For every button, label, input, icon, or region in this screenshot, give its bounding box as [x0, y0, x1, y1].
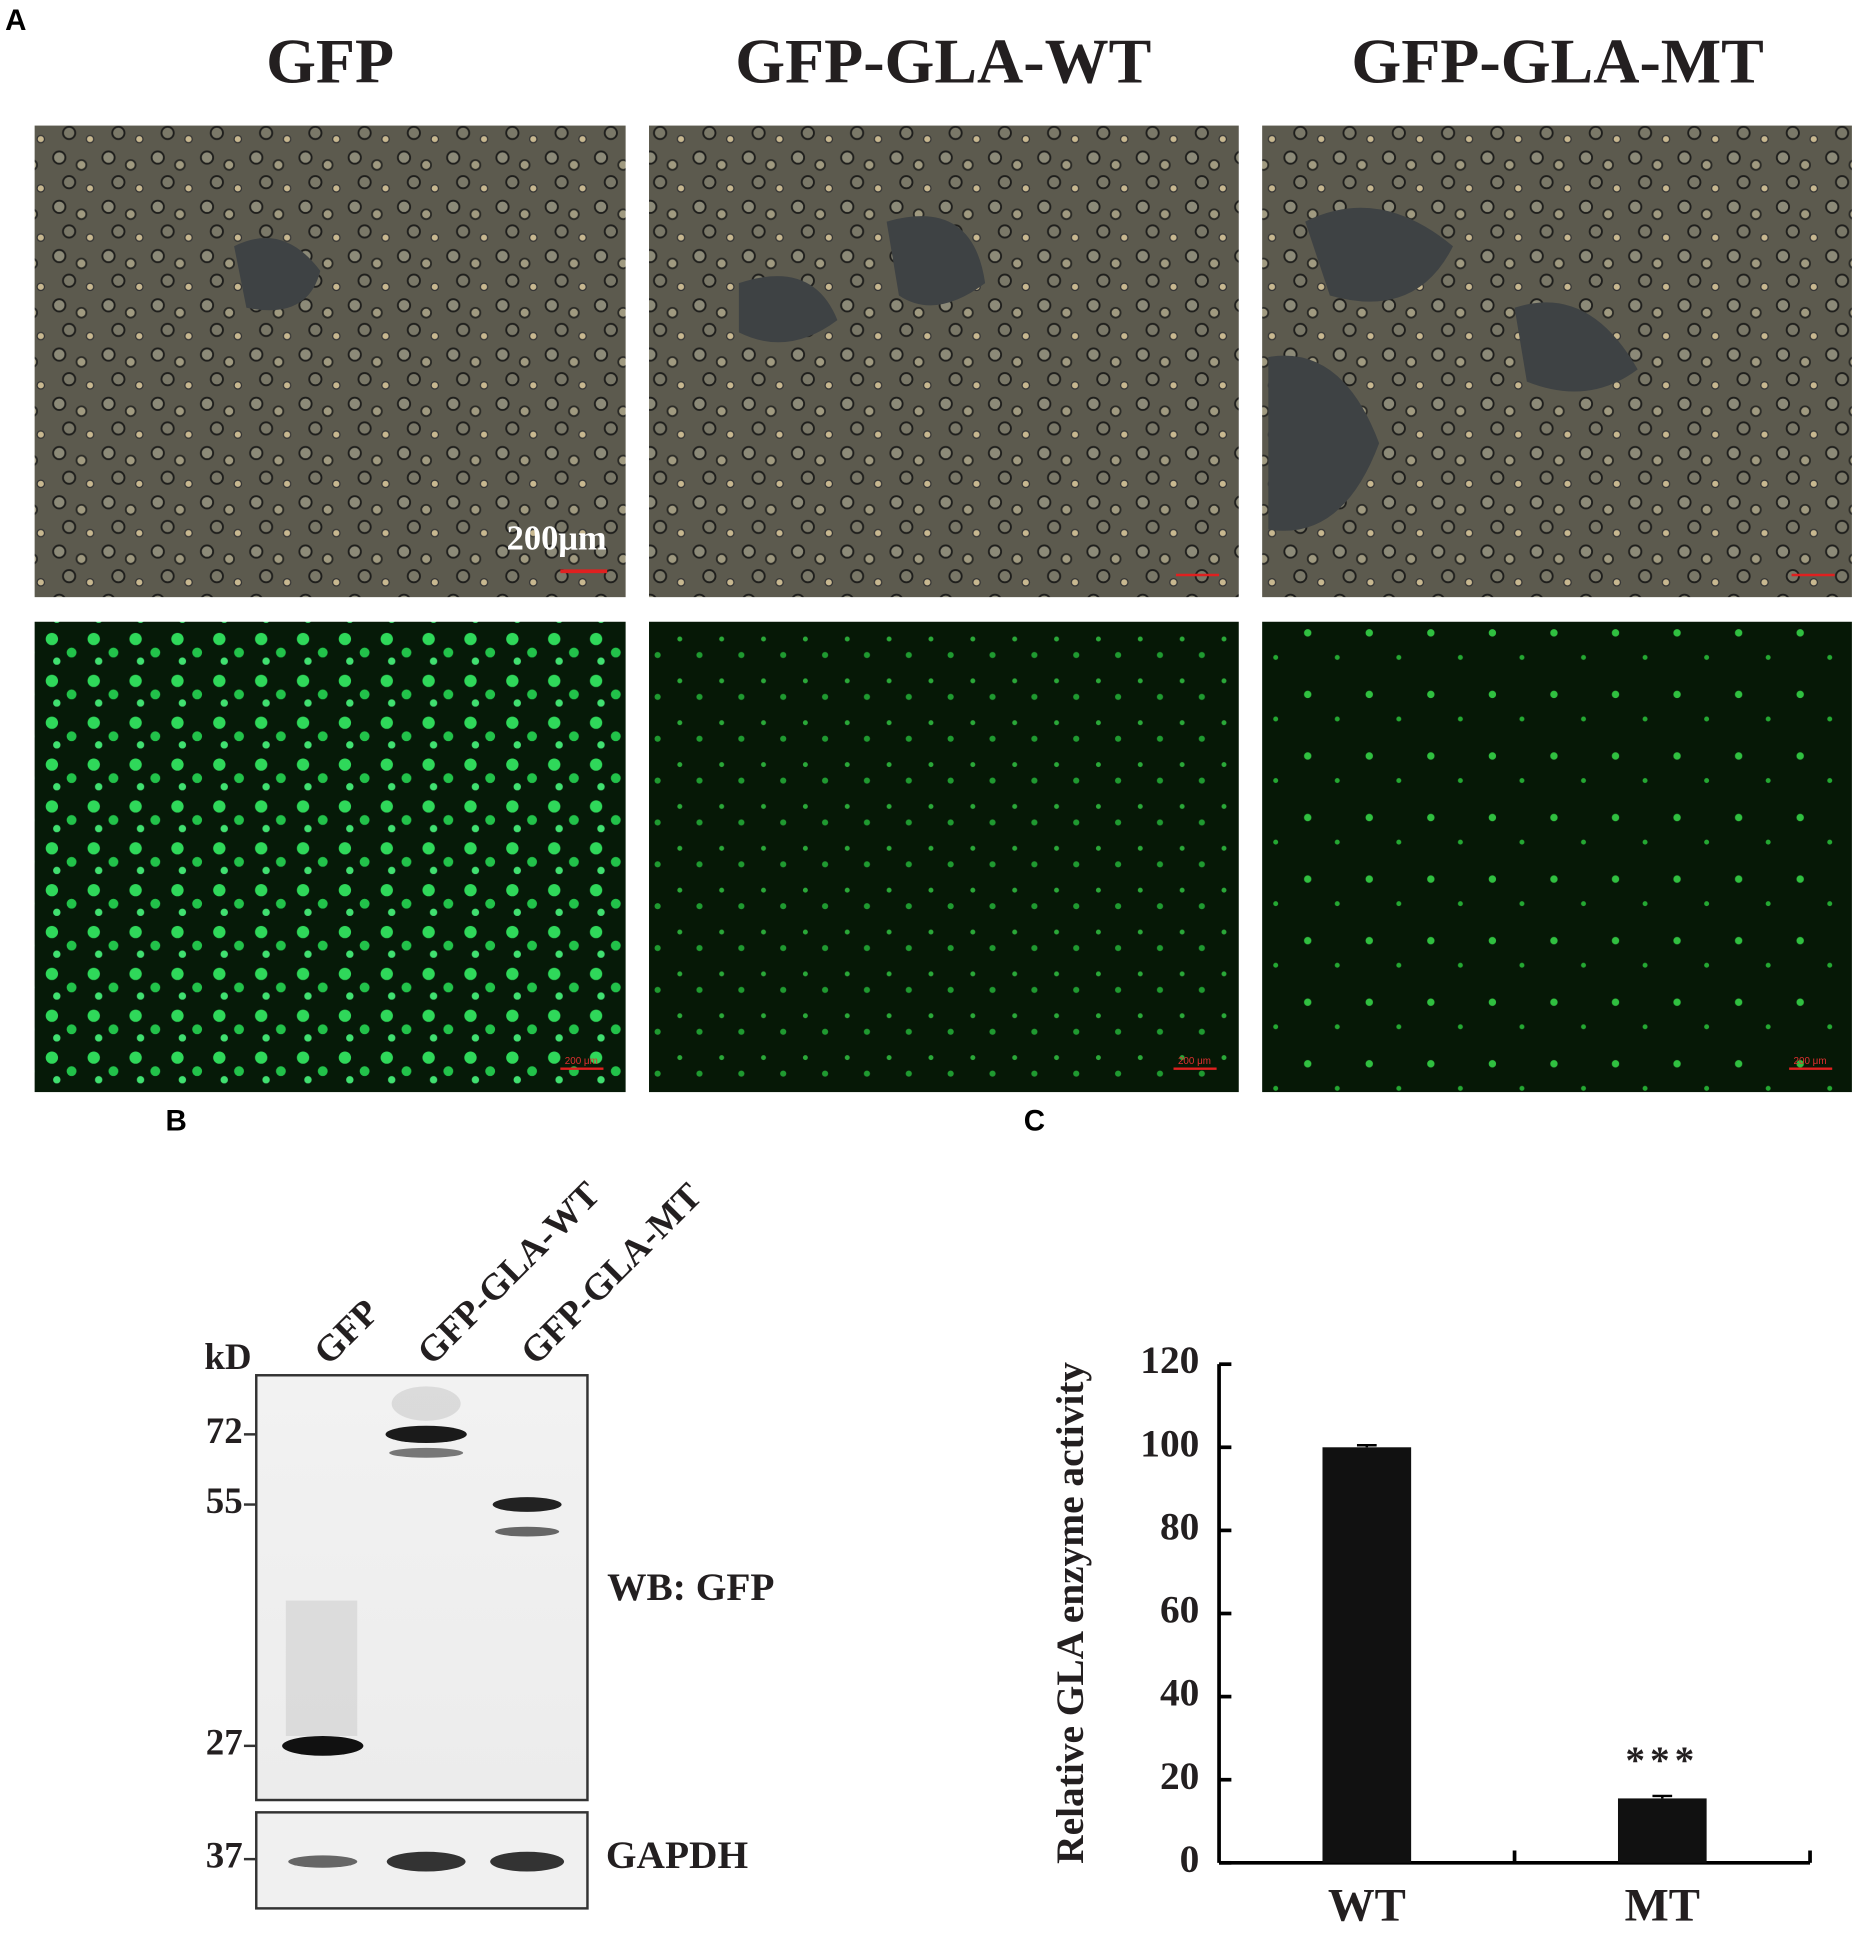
- lane-label: GFP-GLA-MT: [512, 1175, 709, 1372]
- x-tick-label: WT: [1328, 1879, 1406, 1931]
- empty-area: [234, 207, 1638, 531]
- y-axis-label: Relative GLA enzyme activity: [1048, 1362, 1092, 1864]
- y-tick-label: 80: [1160, 1504, 1199, 1548]
- panel-label: A: [5, 4, 26, 37]
- marker-label: 27: [206, 1721, 243, 1762]
- fluorescence-image: [34, 621, 626, 1093]
- significance: ***: [1625, 1738, 1699, 1782]
- panel-label: B: [166, 1105, 187, 1138]
- unit-label: kD: [204, 1336, 251, 1377]
- bar: [1617, 1798, 1707, 1863]
- lane-label: GFP: [305, 1291, 386, 1372]
- band: [492, 1497, 562, 1512]
- panel-title: GFP-GLA-WT: [735, 25, 1151, 96]
- y-tick-label: 60: [1160, 1588, 1199, 1632]
- band: [288, 1855, 358, 1868]
- panel-title: GFP-GLA-MT: [1351, 25, 1763, 96]
- marker-label: 37: [206, 1835, 243, 1876]
- band: [389, 1447, 464, 1458]
- blot-label: GAPDH: [606, 1833, 748, 1877]
- band: [282, 1736, 364, 1756]
- panel-title: GFP: [266, 25, 394, 96]
- panel-label: C: [1024, 1105, 1045, 1138]
- y-tick-label: 20: [1160, 1754, 1199, 1798]
- band: [386, 1851, 466, 1872]
- blot-label: WB: GFP: [607, 1565, 774, 1609]
- marker-label: 55: [206, 1480, 243, 1521]
- bar: [1322, 1447, 1412, 1863]
- band: [490, 1851, 565, 1872]
- blot: [255, 1374, 589, 1802]
- scale-label: 200μm: [507, 520, 607, 558]
- y-tick-label: 40: [1160, 1671, 1199, 1715]
- smear: [285, 1600, 358, 1737]
- brightfield-image: [649, 125, 1239, 598]
- bar-chart: 0 20 40 60 80 100 120 WT MT ***: [1140, 1338, 1812, 1931]
- x-tick-label: MT: [1625, 1879, 1700, 1931]
- fluorescence-image: [1262, 621, 1852, 1093]
- band: [495, 1526, 560, 1537]
- brightfield-image: [34, 125, 626, 598]
- lane-label: GFP-GLA-WT: [409, 1173, 608, 1372]
- scale-label: 200 μm: [1178, 1056, 1211, 1067]
- band: [385, 1425, 467, 1443]
- y-tick-label: 100: [1140, 1421, 1199, 1465]
- smear: [391, 1386, 461, 1421]
- fluorescence-image: [649, 621, 1239, 1093]
- scale-label: 200 μm: [565, 1056, 598, 1067]
- y-tick-label: 120: [1140, 1338, 1199, 1382]
- y-tick-label: 0: [1180, 1837, 1200, 1881]
- marker-label: 72: [206, 1410, 243, 1451]
- scale-label: 200 μm: [1794, 1056, 1827, 1067]
